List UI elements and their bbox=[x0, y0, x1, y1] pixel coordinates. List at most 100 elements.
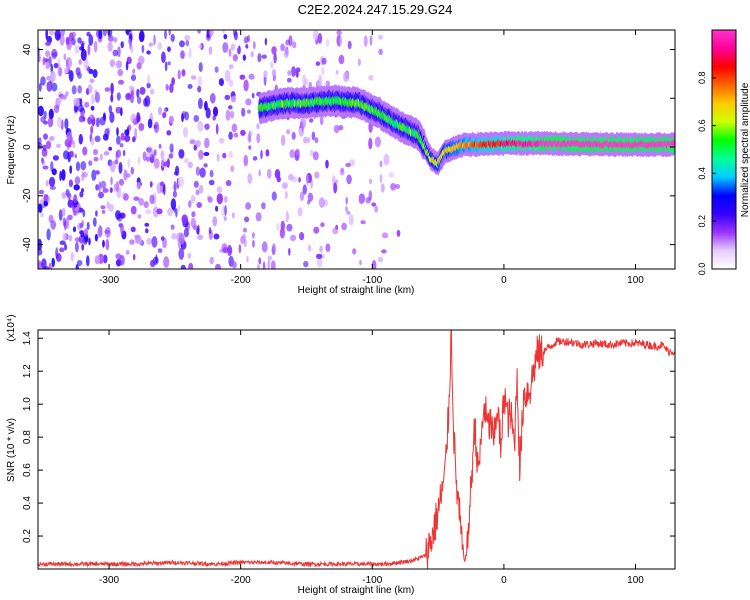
heatmap-cell bbox=[115, 181, 120, 193]
heatmap-cell bbox=[163, 256, 170, 268]
heatmap-cell bbox=[231, 123, 238, 133]
heatmap-cell bbox=[120, 41, 124, 49]
heatmap-cell bbox=[149, 194, 155, 205]
heatmap-cell bbox=[119, 254, 125, 266]
heatmap-cell bbox=[167, 46, 171, 52]
heatmap-cell bbox=[244, 216, 250, 223]
heatmap-cell bbox=[40, 212, 44, 218]
heatmap-cell bbox=[213, 233, 220, 240]
heatmap-cell bbox=[75, 67, 81, 76]
heatmap-cell bbox=[145, 156, 150, 162]
heatmap-cell bbox=[222, 42, 229, 53]
heatmap-cell bbox=[156, 208, 163, 215]
heatmap-cell bbox=[233, 132, 239, 138]
heatmap-cell bbox=[270, 260, 276, 269]
heatmap-cell bbox=[152, 206, 159, 218]
heatmap-cell bbox=[171, 77, 176, 86]
heatmap-cell bbox=[307, 192, 314, 202]
heatmap-cell bbox=[45, 61, 50, 70]
heatmap-cell bbox=[112, 49, 119, 57]
heatmap-cell bbox=[78, 133, 84, 145]
heatmap-cell bbox=[167, 208, 174, 216]
heatmap-cell bbox=[297, 207, 303, 217]
heatmap-cell bbox=[380, 183, 385, 193]
heatmap-cell bbox=[76, 260, 83, 266]
heatmap-cell bbox=[325, 159, 329, 169]
heatmap-cell bbox=[74, 176, 81, 185]
heatmap-cell bbox=[271, 46, 277, 55]
heatmap-cell bbox=[94, 233, 98, 242]
heatmap-cell bbox=[255, 212, 262, 222]
heatmap-cell bbox=[52, 155, 60, 161]
heatmap-cell bbox=[191, 211, 196, 218]
heatmap-cell bbox=[224, 195, 228, 203]
heatmap-cell bbox=[184, 157, 189, 164]
heatmap-y-axis-label: Frequency (Hz) bbox=[6, 116, 17, 185]
heatmap-cell bbox=[115, 210, 121, 220]
heatmap-cell bbox=[54, 30, 61, 41]
heatmap-cell bbox=[346, 174, 352, 185]
heatmap-cell bbox=[168, 153, 173, 159]
heatmap-cell bbox=[388, 171, 395, 178]
heatmap-cell bbox=[272, 74, 277, 82]
heatmap-cell bbox=[307, 137, 311, 144]
heatmap-cell bbox=[77, 85, 82, 94]
heatmap-cell bbox=[50, 220, 57, 230]
heatmap-cell bbox=[341, 222, 347, 231]
heatmap-cell bbox=[192, 224, 198, 230]
heatmap-cell bbox=[130, 166, 134, 175]
heatmap-cell bbox=[119, 143, 124, 148]
heatmap-cell bbox=[103, 151, 110, 156]
heatmap-cell bbox=[61, 207, 66, 217]
heatmap-cell bbox=[132, 136, 136, 143]
heatmap-cell bbox=[247, 173, 253, 184]
heatmap-cell bbox=[345, 206, 348, 212]
heatmap-cell bbox=[379, 160, 383, 168]
heatmap-cell bbox=[118, 178, 125, 186]
heatmap-cell bbox=[230, 165, 235, 172]
heatmap-cell bbox=[299, 191, 305, 202]
heatmap-cell bbox=[290, 234, 297, 242]
heatmap-cell bbox=[236, 47, 241, 54]
heatmap-cell bbox=[107, 127, 110, 136]
heatmap-cell bbox=[118, 162, 123, 174]
heatmap-cell bbox=[283, 49, 289, 59]
heatmap-cell bbox=[335, 179, 339, 184]
heatmap-cell bbox=[339, 36, 343, 47]
heatmap-x-ticks: -300 -200 -100 0 100 bbox=[99, 30, 644, 286]
heatmap-cell bbox=[130, 44, 134, 54]
heatmap-cell bbox=[203, 163, 208, 168]
heatmap-cell bbox=[276, 222, 280, 232]
heatmap-cell bbox=[45, 30, 48, 40]
heatmap-cell bbox=[84, 101, 90, 108]
heatmap-cell bbox=[146, 50, 151, 55]
heatmap-cell bbox=[90, 114, 94, 120]
heatmap-cell bbox=[286, 77, 292, 83]
heatmap-cell bbox=[308, 118, 314, 123]
heatmap-cell bbox=[260, 149, 263, 160]
heatmap-cell bbox=[116, 92, 121, 101]
heatmap-cell bbox=[396, 229, 401, 237]
heatmap-cell bbox=[120, 223, 124, 236]
heatmap-cell bbox=[45, 41, 51, 46]
heatmap-cell bbox=[147, 146, 154, 158]
heatmap-cell bbox=[193, 180, 199, 188]
heatmap-cell bbox=[333, 182, 338, 194]
heatmap-cell bbox=[145, 209, 152, 215]
x-tick-label: 0 bbox=[501, 275, 507, 286]
heatmap-cell bbox=[99, 153, 103, 161]
heatmap-cell bbox=[286, 223, 293, 232]
heatmap-cell bbox=[72, 142, 76, 149]
heatmap-cell bbox=[345, 162, 351, 168]
heatmap-cell bbox=[124, 129, 130, 136]
heatmap-cell bbox=[170, 33, 175, 42]
heatmap-cell bbox=[46, 196, 51, 204]
heatmap-cell bbox=[197, 224, 200, 235]
heatmap-cell bbox=[309, 149, 314, 157]
heatmap-cell bbox=[271, 191, 277, 201]
heatmap-cell bbox=[129, 239, 135, 245]
heatmap-cell bbox=[80, 230, 85, 238]
heatmap-cell bbox=[166, 130, 172, 136]
heatmap-marks bbox=[38, 30, 675, 269]
heatmap-cell bbox=[208, 46, 213, 55]
